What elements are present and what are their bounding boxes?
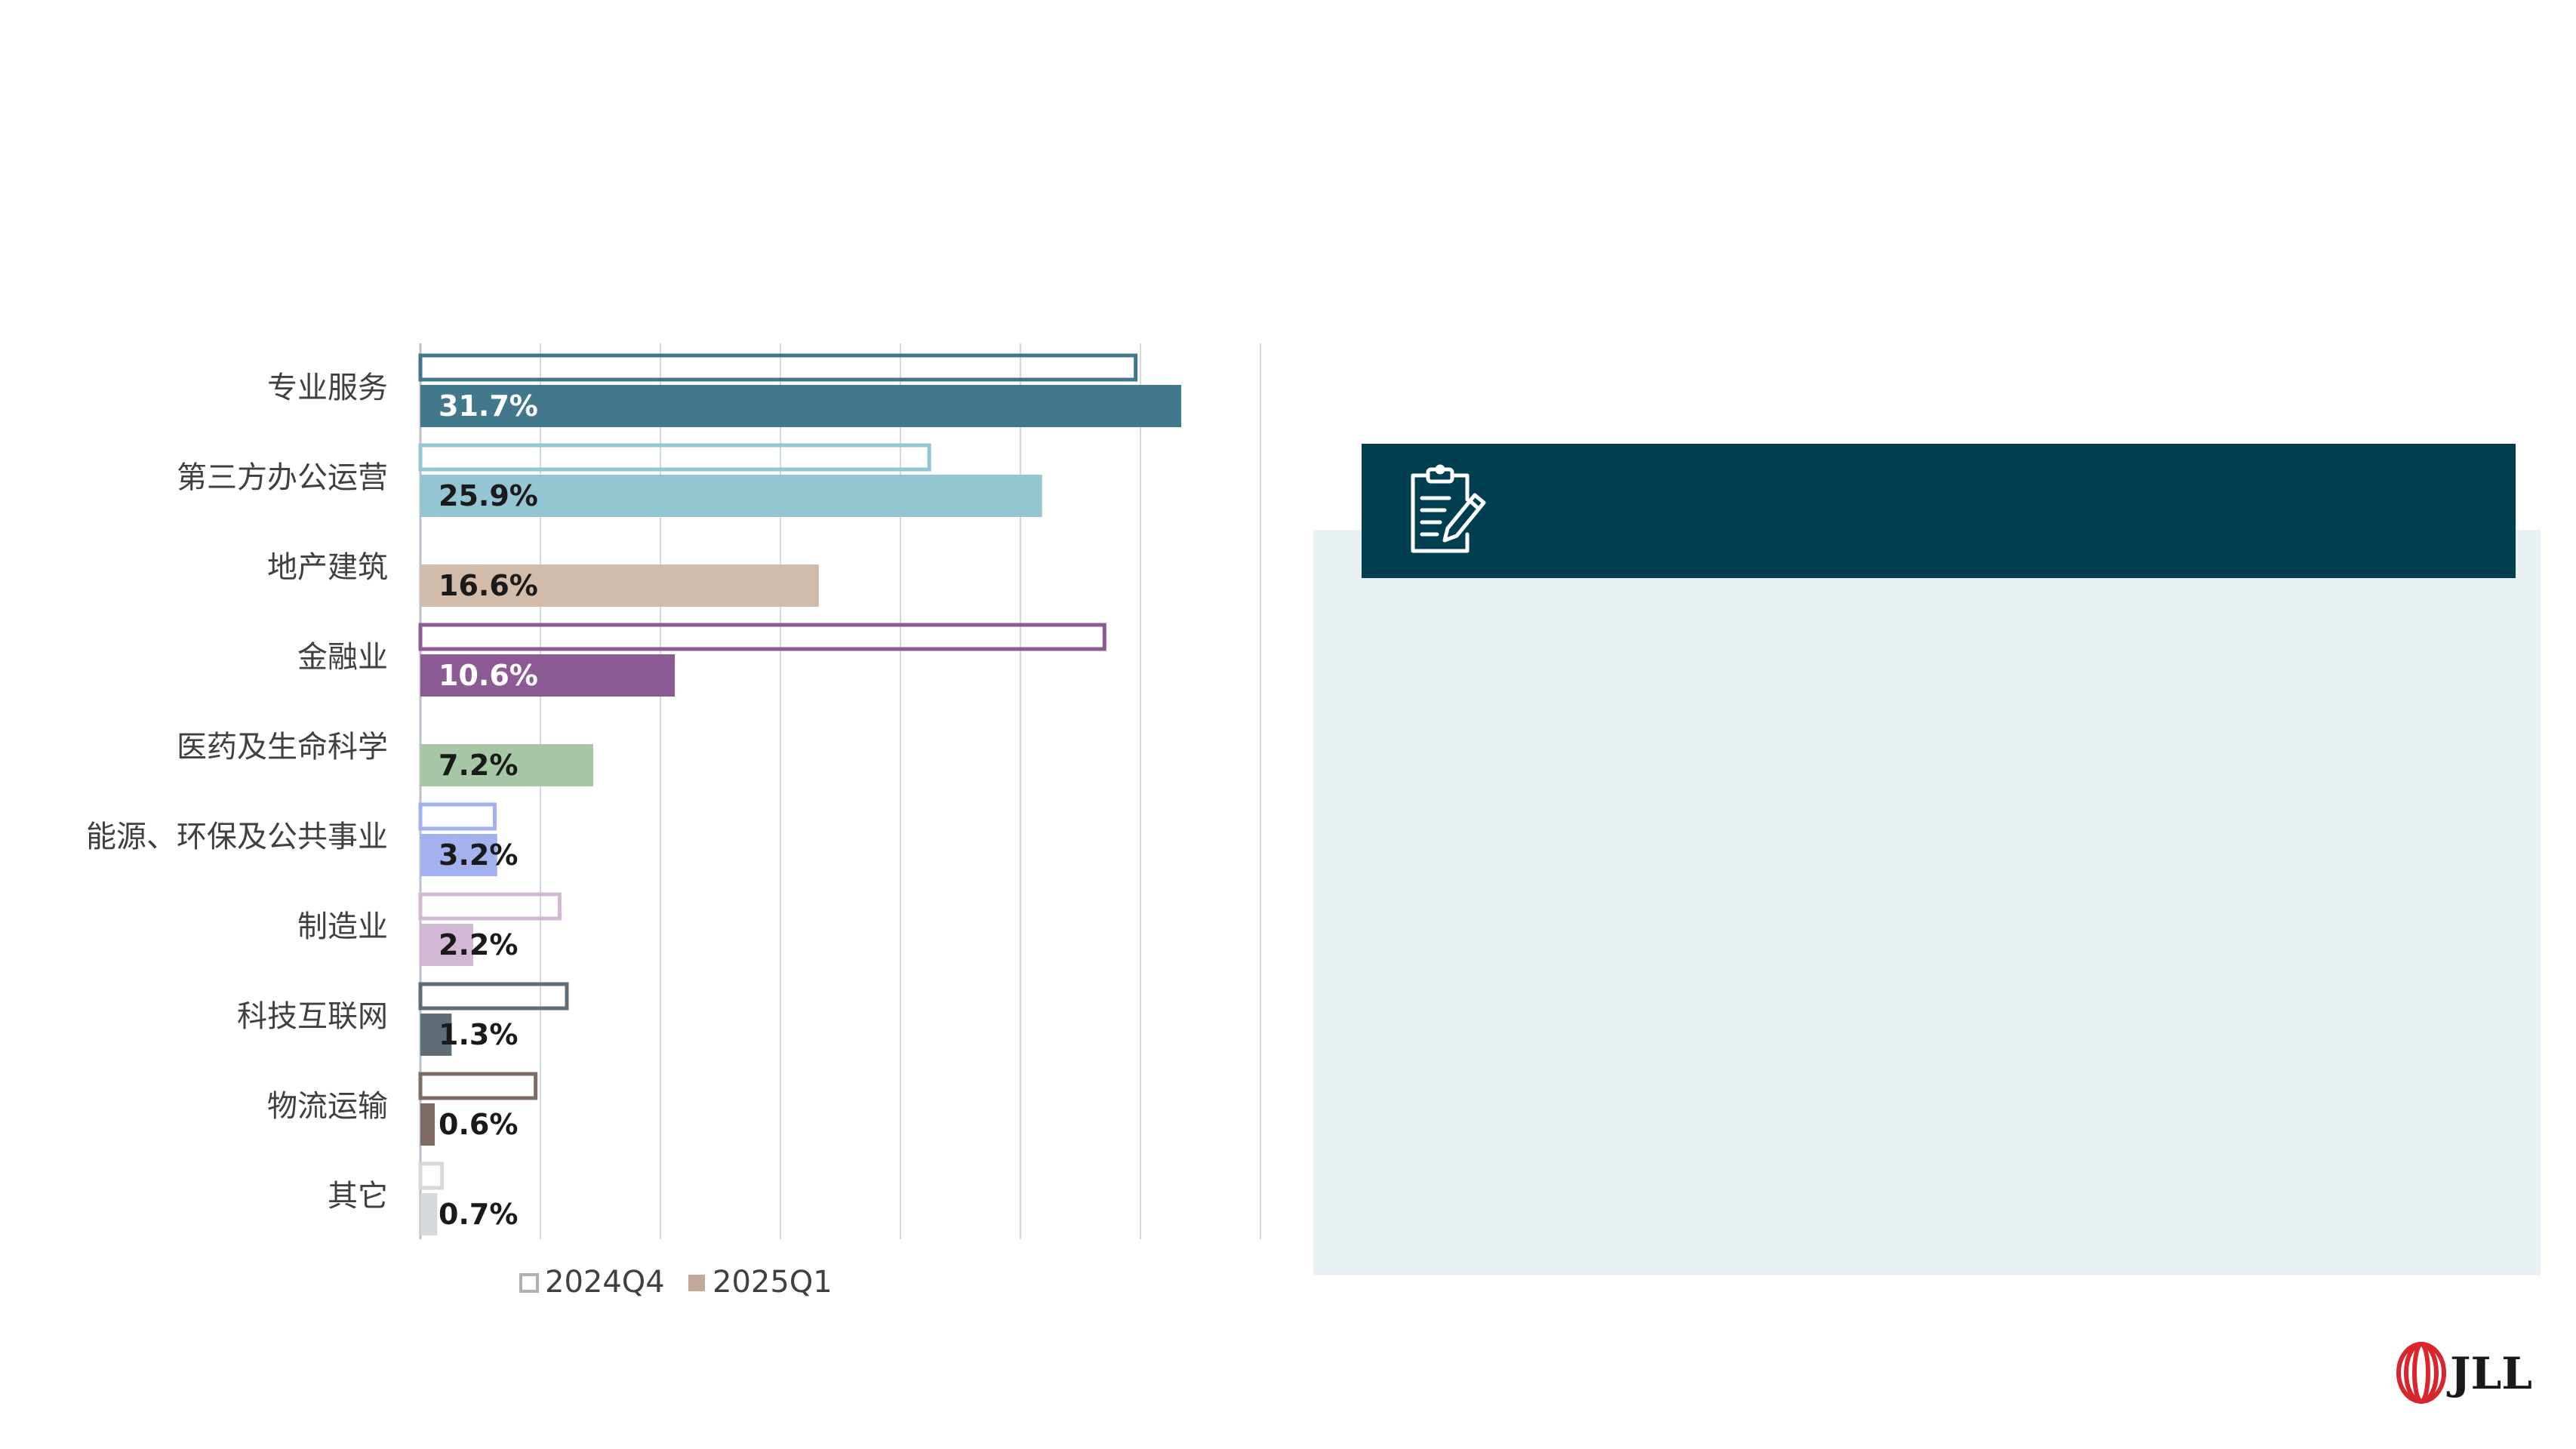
chart-bars: 31.7% 25.9% 16.6% 10.6% 7.2% 3.2% 2.2% 1.3% 0.6%… — [418, 353, 1182, 1235]
data-label: 1.3% — [439, 1018, 518, 1051]
bar-2025q1 — [420, 475, 1042, 517]
bar-2025q1 — [420, 385, 1182, 427]
category-label: 物流运输 — [267, 1089, 388, 1124]
bar-2025q1 — [420, 924, 473, 966]
legend-label: 2025Q1 — [712, 1265, 833, 1300]
bar-2025q1 — [420, 565, 819, 607]
legend-swatch — [519, 1273, 539, 1293]
data-label: 31.7% — [439, 389, 538, 423]
bar-2024q4 — [418, 443, 931, 472]
data-label: 16.6% — [439, 569, 538, 602]
bar-chart: 31.7% 25.9% 16.6% 10.6% 7.2% 3.2% 2.2% 1.3% 0.6%… — [86, 343, 1261, 1300]
chart-legend: 2024Q4 2025Q1 — [519, 1265, 833, 1300]
bar-2024q4 — [418, 892, 562, 921]
commentary-panel-header — [1362, 444, 2516, 578]
data-label: 3.2% — [439, 838, 518, 872]
category-label: 制造业 — [297, 909, 388, 944]
data-label: 7.2% — [439, 749, 518, 782]
category-label: 其它 — [328, 1179, 388, 1214]
data-label: 0.7% — [439, 1198, 518, 1231]
commentary-panel — [1313, 530, 2541, 1275]
legend-label: 2024Q4 — [545, 1265, 665, 1300]
bar-2024q4 — [418, 802, 497, 831]
bar-2025q1 — [420, 654, 676, 697]
clipboard-edit-icon — [1411, 464, 1486, 553]
category-label: 专业服务 — [267, 371, 388, 405]
bar-2025q1 — [420, 1103, 435, 1146]
jll-logo: JLL — [2396, 1342, 2532, 1404]
data-label: 2.2% — [439, 928, 518, 961]
category-label: 金融业 — [297, 640, 388, 675]
category-label: 地产建筑 — [267, 550, 388, 585]
bar-2025q1 — [420, 1193, 438, 1235]
bar-2024q4 — [418, 623, 1106, 651]
data-label: 0.6% — [439, 1108, 518, 1141]
bar-2024q4 — [418, 982, 569, 1011]
category-label: 第三方办公运营 — [177, 460, 388, 495]
bar-2025q1 — [420, 1014, 452, 1056]
bar-2024q4 — [418, 1072, 538, 1100]
jll-logo-text: JLL — [2446, 1348, 2532, 1399]
chart-category-labels: 专业服务第三方办公运营地产建筑金融业医药及生命科学能源、环保及公共事业制造业科技… — [86, 371, 388, 1214]
bar-2025q1 — [420, 834, 497, 876]
bar-2025q1 — [420, 744, 593, 786]
data-label: 25.9% — [439, 479, 538, 512]
category-label: 能源、环保及公共事业 — [86, 820, 388, 854]
bar-2024q4 — [418, 1161, 445, 1190]
data-label: 10.6% — [439, 659, 538, 692]
bar-2024q4 — [418, 353, 1138, 382]
category-label: 科技互联网 — [237, 999, 388, 1034]
category-label: 医药及生命科学 — [177, 730, 388, 764]
legend-swatch — [688, 1275, 705, 1291]
